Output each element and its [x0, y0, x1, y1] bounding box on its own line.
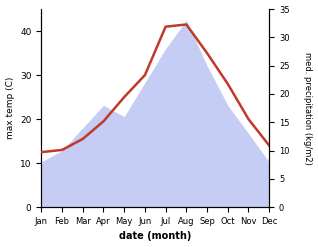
X-axis label: date (month): date (month) — [119, 231, 191, 242]
Y-axis label: med. precipitation (kg/m2): med. precipitation (kg/m2) — [303, 52, 313, 165]
Y-axis label: max temp (C): max temp (C) — [5, 77, 15, 139]
